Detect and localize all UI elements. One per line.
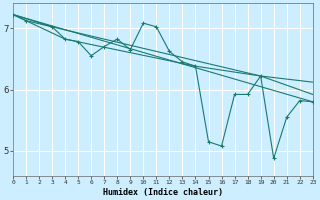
X-axis label: Humidex (Indice chaleur): Humidex (Indice chaleur) [103, 188, 223, 197]
